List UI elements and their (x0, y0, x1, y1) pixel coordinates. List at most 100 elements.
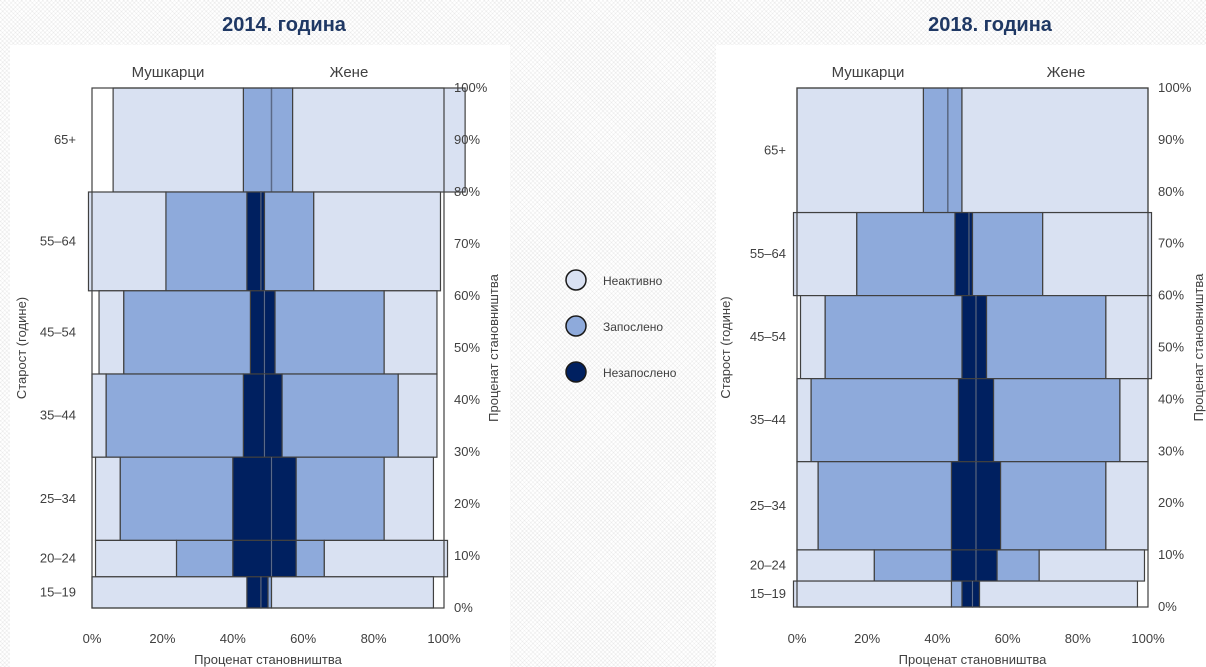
bar-women_unemployed-45–54 (263, 290, 276, 375)
bar-women_unemployed-15–19 (260, 576, 269, 609)
men-group-label: Мушкарци (132, 64, 205, 81)
x-tick-label: 60% (290, 631, 316, 646)
age-group-label: 35–44 (750, 412, 786, 427)
bar-men_inactive-65+ (112, 87, 244, 193)
bar-men_unemployed-25–34 (950, 461, 977, 551)
bar-men_unemployed-20–24 (950, 549, 977, 582)
bar-men_inactive-65+ (796, 87, 924, 214)
bar-women_inactive-55–64 (313, 191, 442, 292)
bar-men_employed-65+ (922, 87, 949, 214)
bar-women_employed-25–34 (999, 461, 1107, 551)
y2-tick-label: 80% (454, 184, 480, 199)
bar-men_inactive-35–44 (91, 373, 107, 458)
y2-axis-title: Проценат становништва (486, 273, 501, 421)
bar-men_unemployed-45–54 (249, 290, 266, 375)
bar-men_unemployed-15–19 (246, 576, 262, 609)
bar-women_inactive-25–34 (1105, 461, 1149, 551)
bar-men_employed-35–44 (810, 378, 960, 463)
age-group-label: 15–19 (750, 586, 786, 601)
age-group-label: 35–44 (40, 408, 76, 423)
bar-women_inactive-20–24 (1038, 549, 1146, 582)
y2-tick-label: 20% (1158, 495, 1184, 510)
bar-women_inactive-15–19 (978, 580, 1139, 608)
men-group-label: Мушкарци (832, 64, 905, 81)
bar-women_inactive-45–54 (383, 290, 438, 375)
bar-men_inactive-35–44 (796, 378, 812, 463)
bar-men_employed-25–34 (119, 456, 234, 542)
bar-men_inactive-55–64 (792, 211, 858, 297)
x-tick-label: 20% (854, 631, 880, 646)
bar-men_inactive-25–34 (796, 461, 819, 551)
bar-men_employed-45–54 (824, 295, 963, 380)
bar-men_employed-65+ (242, 87, 273, 193)
y2-tick-label: 0% (454, 600, 473, 615)
bar-women_unemployed-45–54 (975, 295, 988, 380)
bar-women_employed-35–44 (992, 378, 1121, 463)
bar-men_employed-20–24 (873, 549, 953, 582)
bar-women_employed-25–34 (295, 456, 385, 542)
plot-frame (91, 87, 445, 609)
bar-men_inactive-15–19 (792, 580, 953, 608)
chart-title: 2018. година (928, 14, 1053, 36)
bar-women_inactive-25–34 (383, 456, 435, 542)
x-tick-label: 100% (427, 631, 461, 646)
women-group-label: Жене (1047, 64, 1086, 81)
bar-women_inactive-35–44 (1119, 378, 1149, 463)
age-group-label: 20–24 (750, 557, 786, 572)
bar-women_employed-35–44 (281, 373, 399, 458)
bar-women_unemployed-15–19 (971, 580, 981, 608)
bar-men_unemployed-55–64 (246, 191, 262, 292)
bar-women_unemployed-20–24 (975, 549, 998, 582)
age-group-label: 25–34 (40, 491, 76, 506)
bar-women_employed-45–54 (274, 290, 385, 375)
bar-men_unemployed-35–44 (242, 373, 266, 458)
x-tick-label: 0% (83, 631, 102, 646)
bar-men_inactive-45–54 (799, 295, 826, 380)
y2-tick-label: 70% (454, 236, 480, 251)
bar-women_inactive-35–44 (397, 373, 438, 458)
y2-tick-label: 90% (1158, 132, 1184, 147)
y2-tick-label: 100% (1158, 80, 1192, 95)
bar-women_unemployed-35–44 (263, 373, 283, 458)
y2-tick-label: 40% (1158, 391, 1184, 406)
bar-women_employed-65+ (947, 87, 963, 214)
y2-tick-label: 80% (1158, 184, 1184, 199)
bar-men_inactive-20–24 (94, 539, 178, 578)
bar-men_employed-20–24 (175, 539, 234, 578)
bar-women_unemployed-25–34 (975, 461, 1002, 551)
bar-men_inactive-55–64 (87, 191, 167, 292)
x-tick-label: 100% (1131, 631, 1165, 646)
plot-frame (796, 87, 1149, 608)
bar-women_inactive-45–54 (1105, 295, 1153, 380)
age-group-label: 25–34 (750, 498, 786, 513)
bar-women_employed-20–24 (295, 539, 325, 578)
legend-marker-unemployed (565, 361, 587, 383)
bar-men_unemployed-20–24 (232, 539, 273, 578)
y-axis-title: Старост (године) (14, 297, 29, 399)
age-group-label: 65+ (764, 142, 786, 157)
x-tick-label: 80% (361, 631, 387, 646)
women-group-label: Жене (330, 64, 369, 81)
y2-tick-label: 40% (454, 392, 480, 407)
bar-men_employed-35–44 (105, 373, 244, 458)
x-tick-label: 40% (924, 631, 950, 646)
bar-men_unemployed-25–34 (232, 456, 273, 542)
y2-tick-label: 70% (1158, 236, 1184, 251)
bar-women_inactive-65+ (961, 87, 1149, 214)
x-axis-title: Проценат становништва (194, 652, 342, 667)
legend-label-inactive: Неактивно (603, 274, 663, 288)
bar-men_inactive-25–34 (94, 456, 121, 542)
age-group-label: 55–64 (750, 246, 786, 261)
bar-men_inactive-15–19 (91, 576, 248, 609)
x-tick-label: 20% (149, 631, 175, 646)
bar-men_unemployed-15–19 (961, 580, 974, 608)
age-group-label: 65+ (54, 132, 76, 147)
age-group-label: 45–54 (750, 329, 786, 344)
y2-tick-label: 30% (454, 444, 480, 459)
bar-women_inactive-55–64 (1042, 211, 1153, 297)
legend-marker-inactive (565, 269, 587, 291)
bar-men_employed-25–34 (817, 461, 953, 551)
x-tick-label: 60% (995, 631, 1021, 646)
y2-tick-label: 30% (1158, 443, 1184, 458)
bar-men_employed-15–19 (950, 580, 963, 608)
